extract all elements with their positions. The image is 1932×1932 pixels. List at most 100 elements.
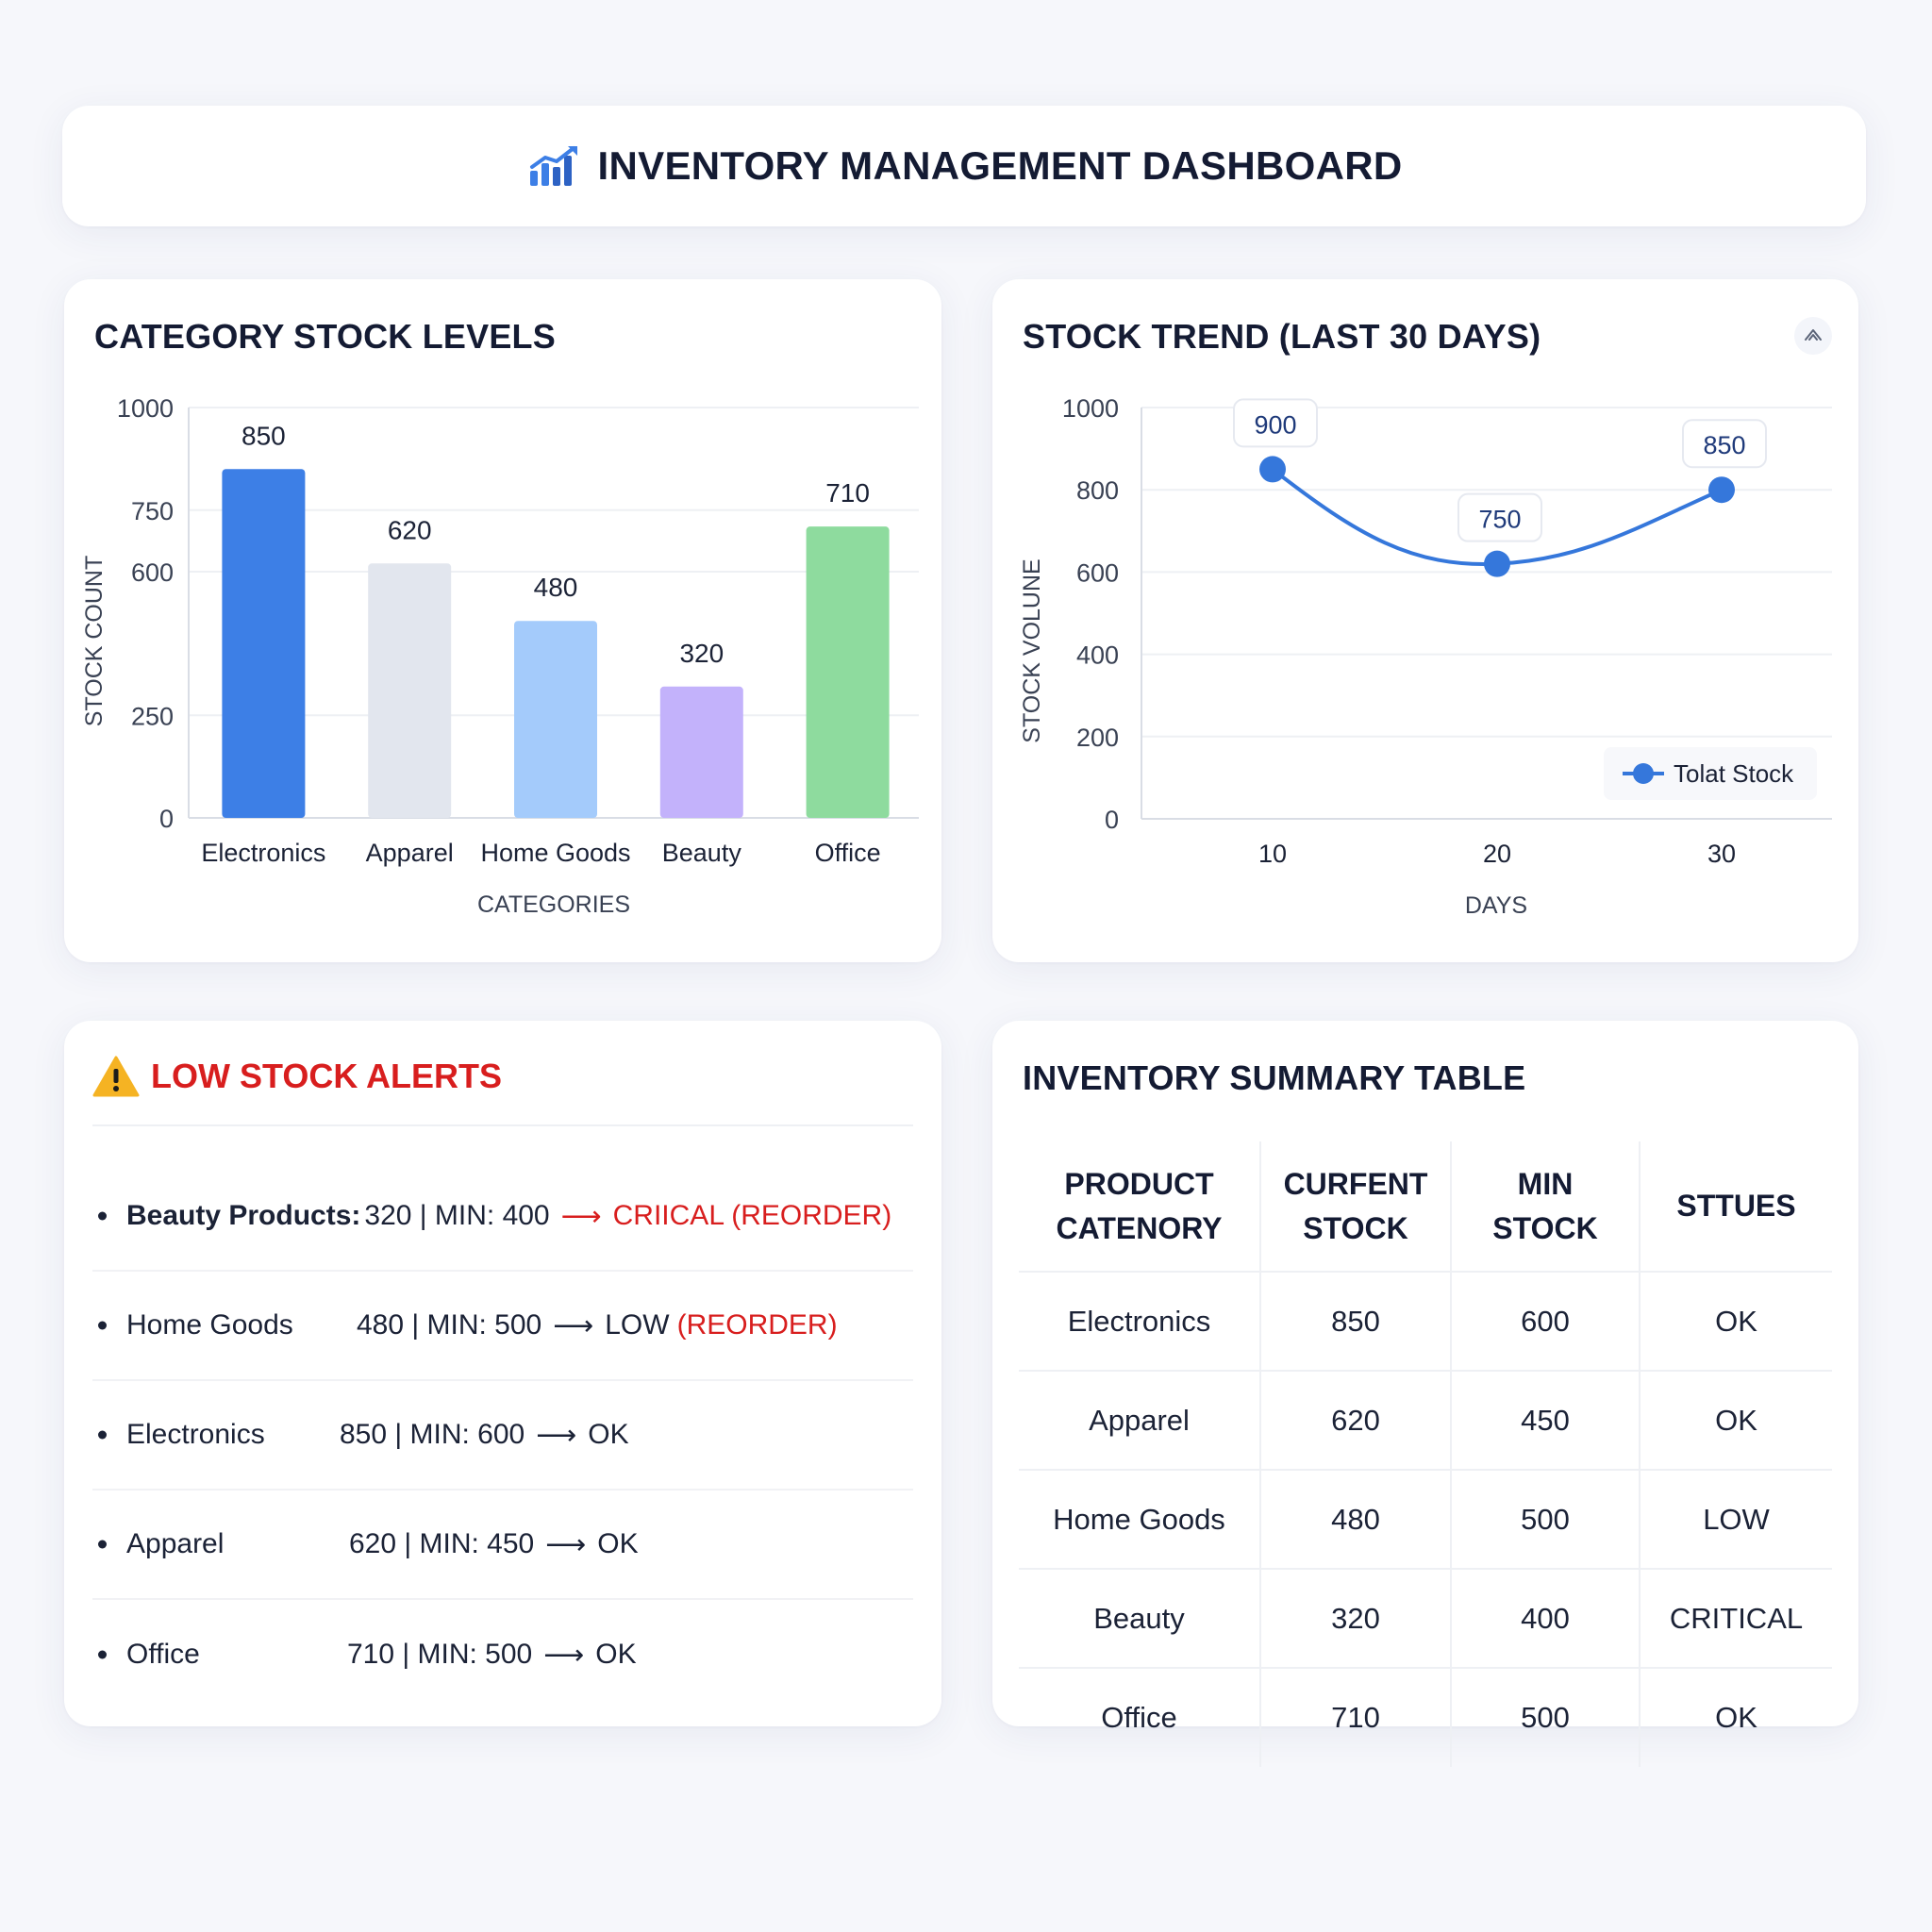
bar-chart-title: CATEGORY STOCK LEVELS <box>94 317 556 356</box>
bar-value-label: 620 <box>388 515 432 544</box>
x-tick-label: 20 <box>1483 840 1511 868</box>
data-label-box <box>1233 398 1318 448</box>
summary-table: PRODUCT CATENORY CURFENT STOCK MIN STOCK ST… <box>1019 1141 1832 1767</box>
alert-stock: 710 | MIN: 500 <box>347 1639 533 1670</box>
cell-current-stock: 850 <box>1259 1272 1451 1372</box>
alert-status: OK <box>597 1528 639 1559</box>
cell-category: Office <box>1101 1701 1177 1734</box>
alerts-divider <box>92 1124 913 1126</box>
summary-title: INVENTORY SUMMARY TABLE <box>1023 1058 1526 1097</box>
cell-current-stock: 620 <box>1259 1371 1451 1471</box>
alert-status: LOW <box>605 1309 670 1341</box>
cell-min-stock: 400 <box>1450 1569 1640 1669</box>
table-header-row: PRODUCT CATENORY CURFENT STOCK MIN STOCK ST… <box>1019 1141 1832 1273</box>
data-point <box>1484 550 1510 577</box>
data-point <box>1708 476 1735 504</box>
low-stock-alerts-panel: LOW STOCK ALERTS Beauty Products: 320 | … <box>64 1021 941 1726</box>
cell-current-stock: 480 <box>1259 1470 1451 1570</box>
alert-name: Electronics <box>126 1419 265 1450</box>
bullet <box>98 1650 107 1659</box>
chart-icon <box>529 146 577 186</box>
legend-marker <box>1633 763 1654 784</box>
alert-item-office[interactable]: Office 710 | MIN: 500 ⟶ OK <box>92 1600 913 1709</box>
col-header-product[interactable]: PRODUCT CATENORY <box>1019 1141 1260 1273</box>
table-row[interactable]: Office 710 500 OK <box>1019 1668 1832 1767</box>
x-tick-label: 10 <box>1258 840 1287 868</box>
cell-current-stock: 320 <box>1259 1569 1451 1669</box>
arrow-icon: ⟶ <box>543 1639 585 1671</box>
alert-status: CRIICAL (REORDER) <box>612 1200 892 1231</box>
page-title: INVENTORY MANAGEMENT DASHBOARD <box>597 143 1403 188</box>
x-axis-title: CATEGORIES <box>477 891 630 918</box>
y-tick-label: 200 <box>1076 724 1119 752</box>
y-axis-title: STOCK COUNT <box>81 556 108 727</box>
x-tick-label: Electronics <box>201 839 325 867</box>
bar-home-goods <box>514 621 597 818</box>
data-label: 750 <box>1478 506 1521 534</box>
alert-name: Office <box>126 1639 200 1670</box>
alerts-title: LOW STOCK ALERTS <box>151 1057 502 1095</box>
cell-category: Home Goods <box>1019 1470 1260 1570</box>
alert-item-apparel[interactable]: Apparel 620 | MIN: 450 ⟶ OK <box>92 1491 913 1600</box>
cell-category: Apparel <box>1019 1371 1260 1471</box>
alert-item-beauty[interactable]: Beauty Products: 320 | MIN: 400 ⟶ CRIICA… <box>92 1162 913 1272</box>
arrow-icon: ⟶ <box>545 1528 587 1560</box>
x-tick-label: Apparel <box>366 839 454 867</box>
inventory-summary-panel: INVENTORY SUMMARY TABLE PRODUCT CATENORY … <box>992 1021 1858 1767</box>
cell-status: OK <box>1639 1668 1832 1767</box>
alert-stock: 850 | MIN: 600 <box>340 1419 525 1450</box>
y-tick-label: 750 <box>131 497 174 525</box>
bullet <box>98 1540 107 1549</box>
data-point <box>1259 456 1286 483</box>
bullet <box>98 1430 107 1440</box>
x-axis-title: DAYS <box>1465 892 1527 919</box>
table-row[interactable]: Apparel 620 450 OK <box>1019 1371 1832 1471</box>
alert-status: OK <box>588 1419 629 1450</box>
cell-status: CRITICAL <box>1639 1569 1832 1669</box>
y-axis-title: STOCK VOLUNE <box>1019 558 1045 742</box>
col-header-status[interactable]: STTUES <box>1639 1141 1832 1273</box>
x-tick-label: Office <box>815 839 881 867</box>
cell-min-stock: 500 <box>1450 1470 1640 1570</box>
y-tick-label: 1000 <box>1062 394 1119 423</box>
x-tick-label: Beauty <box>662 839 742 867</box>
y-tick-label: 800 <box>1076 476 1119 505</box>
dashboard-header: INVENTORY MANAGEMENT DASHBOARD <box>62 106 1866 226</box>
legend-box <box>1604 747 1817 800</box>
alert-item-home-goods[interactable]: Home Goods 480 | MIN: 500 ⟶ LOW (REORDER… <box>92 1272 913 1381</box>
table-row[interactable]: Electronics 850 600 OK <box>1019 1272 1832 1372</box>
cell-status: OK <box>1639 1272 1832 1372</box>
alert-stock: 620 | MIN: 450 <box>349 1528 535 1559</box>
y-tick-label: 600 <box>131 558 174 587</box>
cell-category: Electronics <box>1019 1272 1260 1372</box>
stock-trend-panel: STOCK TREND (LAST 30 DAYS) 0 200 400 600 800… <box>992 279 1858 962</box>
col-header-min-stock[interactable]: MIN STOCK <box>1450 1141 1640 1273</box>
table-row[interactable]: Beauty 320 400 CRITICAL <box>1019 1569 1832 1669</box>
bar-office <box>806 526 890 818</box>
alert-name: Beauty Products: <box>126 1200 361 1231</box>
bullet <box>98 1321 107 1330</box>
alert-item-electronics[interactable]: Electronics 850 | MIN: 600 ⟶ OK <box>92 1381 913 1491</box>
bar-value-label: 850 <box>242 421 286 450</box>
alert-status-note: (REORDER) <box>676 1309 838 1341</box>
bar-chart: 0 250 600 750 1000 850 Electronics 620 Apparel 48… <box>81 394 919 918</box>
data-label-box <box>1457 492 1542 542</box>
cell-min-stock: 600 <box>1450 1272 1640 1372</box>
bar-electronics <box>222 469 306 818</box>
warning-icon <box>92 1056 140 1097</box>
table-row[interactable]: Home Goods 480 500 LOW <box>1019 1470 1832 1570</box>
expand-button[interactable] <box>1794 317 1832 355</box>
y-tick-label: 0 <box>1105 806 1119 834</box>
bar-value-label: 710 <box>825 478 870 508</box>
data-label: 850 <box>1703 431 1745 459</box>
alerts-header: LOW STOCK ALERTS <box>92 1055 502 1098</box>
bar-value-label: 480 <box>534 573 578 602</box>
y-tick-label: 1000 <box>117 394 174 423</box>
col-header-current-stock[interactable]: CURFENT STOCK <box>1259 1141 1451 1273</box>
y-tick-label: 0 <box>159 805 174 833</box>
line-chart: 0 200 400 600 800 1000 900 750 850 10 20 30 DAYS STOC… <box>1019 394 1832 919</box>
cell-current-stock: 710 <box>1259 1668 1451 1767</box>
category-stock-panel: CATEGORY STOCK LEVELS 0 250 600 750 1000 850 E… <box>64 279 941 962</box>
cell-status: LOW <box>1639 1470 1832 1570</box>
cell-min-stock: 500 <box>1450 1668 1640 1767</box>
